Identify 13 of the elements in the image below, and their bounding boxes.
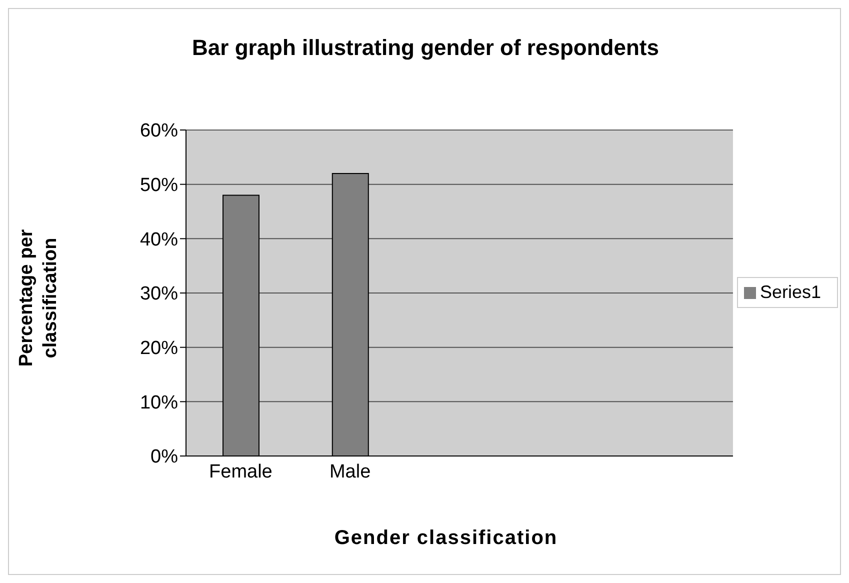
y-tick-label: 30% [140,284,178,305]
chart-title: Bar graph illustrating gender of respondents [191,35,660,61]
legend-label: Series1 [760,282,821,302]
y-tick-label: 10% [140,392,178,414]
y-tick-label: 50% [140,175,178,196]
y-tick-label: 20% [140,338,178,360]
x-tick-label: Male [329,461,371,482]
x-tick-label: Female [209,461,272,482]
y-tick-label: 60% [140,120,178,142]
y-axis-title: Percentage per classification [15,228,62,369]
y-tick-label: 0% [150,446,178,468]
x-axis-title: Gender classification [333,527,559,550]
y-tick-label: 40% [140,229,178,250]
